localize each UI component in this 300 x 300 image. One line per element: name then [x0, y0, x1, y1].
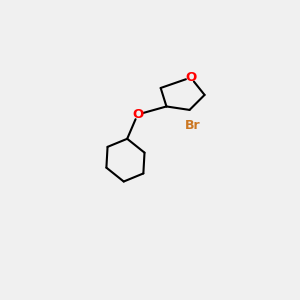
Text: O: O: [132, 108, 143, 121]
Text: Br: Br: [185, 119, 201, 132]
Text: O: O: [185, 71, 196, 84]
